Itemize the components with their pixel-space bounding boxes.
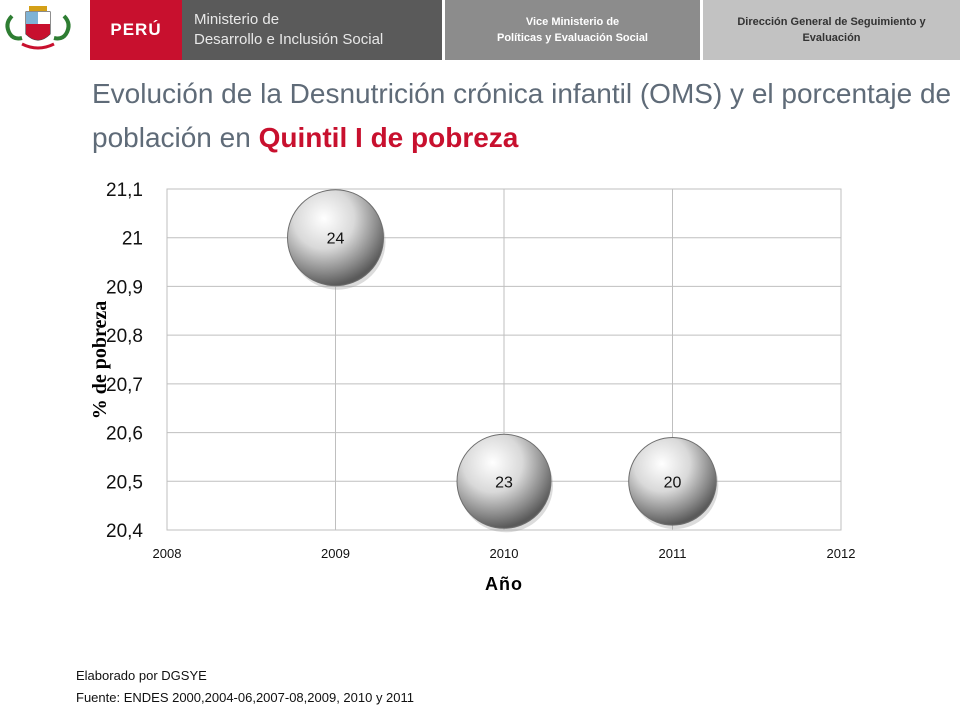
y-tick-labels: 20,4 20,5 20,6 20,7 20,8 20,9 21 21,1 bbox=[106, 180, 143, 542]
bubble-point bbox=[628, 436, 717, 526]
direction-block: Dirección General de Seguimiento y Evalu… bbox=[700, 0, 960, 60]
x-tick-label: 2009 bbox=[321, 546, 350, 561]
direction-label: Dirección General de Seguimiento y Evalu… bbox=[703, 14, 960, 46]
x-tick-label: 2012 bbox=[827, 546, 856, 561]
vice-ministry-label: Vice Ministerio de Políticas y Evaluació… bbox=[445, 14, 700, 46]
ministry-line1: Ministerio de bbox=[194, 11, 280, 28]
header-bar: PERÚ Ministerio de Desarrollo e Inclusió… bbox=[0, 0, 960, 60]
vice-line1: Vice Ministerio de bbox=[525, 16, 620, 28]
vice-line2: Políticas y Evaluación Social bbox=[496, 32, 648, 44]
footer-credit: Elaborado por DGSYE bbox=[76, 668, 207, 683]
coat-of-arms-icon bbox=[5, 6, 71, 50]
bubble-point bbox=[287, 189, 384, 287]
grid-lines bbox=[166, 188, 842, 531]
ministry-block: Ministerio de Desarrollo e Inclusión Soc… bbox=[182, 0, 442, 60]
logo-area bbox=[0, 0, 90, 60]
title-text: Evolución de la Desnutrición crónica inf… bbox=[92, 78, 952, 153]
x-axis-title: Año bbox=[485, 574, 523, 594]
country-label: PERÚ bbox=[110, 20, 162, 39]
y-tick-label: 20,5 bbox=[106, 472, 143, 493]
y-axis-title: % de pobreza bbox=[89, 301, 111, 420]
bubble-data-label: 20 bbox=[664, 474, 682, 491]
footer-source: Fuente: ENDES 2000,2004-06,2007-08,2009,… bbox=[76, 690, 415, 705]
y-tick-label: 20,4 bbox=[106, 521, 143, 542]
bubble-point bbox=[456, 433, 552, 529]
y-tick-label: 21,1 bbox=[106, 180, 143, 201]
y-tick-label: 20,6 bbox=[106, 424, 143, 445]
y-tick-label: 20,8 bbox=[106, 326, 143, 347]
title-highlight: Quintil I de pobreza bbox=[258, 122, 519, 153]
country-badge: PERÚ bbox=[90, 0, 182, 60]
direction-line1: Dirección General de Seguimiento y bbox=[737, 16, 926, 28]
direction-line2: Evaluación bbox=[802, 32, 861, 44]
vice-ministry-block: Vice Ministerio de Políticas y Evaluació… bbox=[442, 0, 700, 60]
y-tick-label: 21 bbox=[122, 229, 143, 250]
y-tick-label: 20,9 bbox=[106, 277, 143, 298]
ministry-line2: Desarrollo e Inclusión Social bbox=[194, 31, 384, 48]
y-tick-label: 20,7 bbox=[106, 375, 143, 396]
bubble-series: 24 23 20 bbox=[287, 189, 719, 533]
bubble-data-label: 24 bbox=[327, 231, 345, 248]
x-tick-label: 2008 bbox=[153, 546, 182, 561]
page-title: Evolución de la Desnutrición crónica inf… bbox=[92, 72, 952, 160]
x-tick-label: 2010 bbox=[490, 546, 519, 561]
x-tick-labels: 2008 2009 2010 2011 2012 bbox=[153, 546, 856, 561]
x-tick-label: 2011 bbox=[659, 546, 687, 561]
bubble-data-label: 23 bbox=[495, 474, 513, 491]
